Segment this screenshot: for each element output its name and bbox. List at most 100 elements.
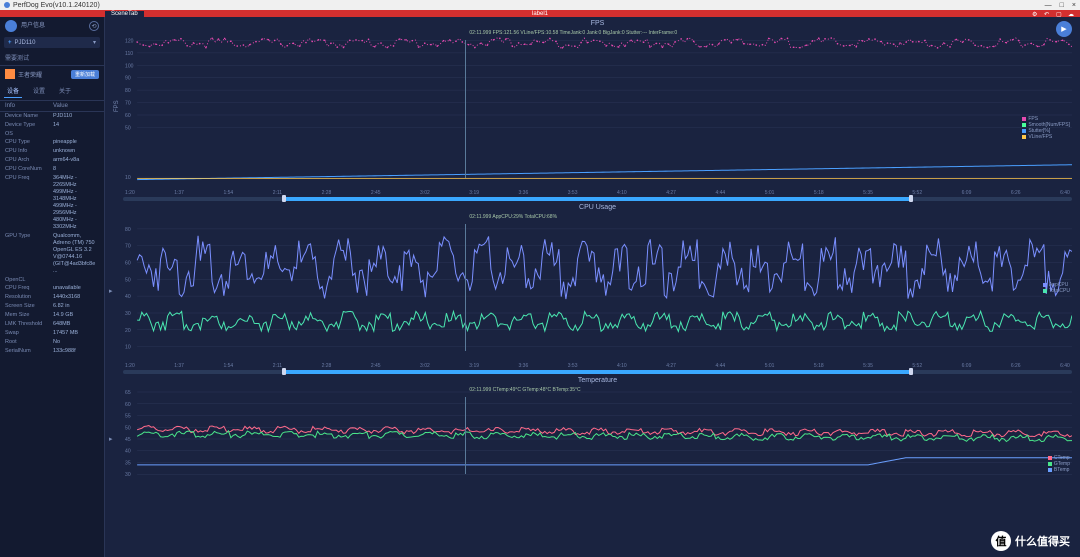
scene-tab[interactable]: SceneTab (105, 11, 144, 17)
info-item: Device Type14 (0, 121, 104, 130)
info-header-key: Info (5, 103, 53, 109)
titlebar: PerfDog Evo(v10.1.240120) — □ × (0, 0, 1080, 10)
temp-svg[interactable]: 3035404550556065 (123, 385, 1072, 486)
legend-dot (1022, 123, 1026, 127)
legend-dot (1043, 283, 1047, 287)
info-key: Resolution (5, 294, 53, 301)
watermark-text: 什么值得买 (1015, 533, 1070, 549)
svg-text:50: 50 (125, 277, 131, 283)
svg-text:10: 10 (125, 344, 131, 350)
maximize-button[interactable]: □ (1060, 2, 1064, 9)
fps-slider[interactable] (123, 197, 1072, 201)
info-key: Swap (5, 330, 53, 337)
expand-icon[interactable]: ▸ (109, 435, 113, 443)
svg-text:90: 90 (125, 76, 131, 82)
info-key: Device Name (5, 113, 53, 120)
info-key: CPU Freq (5, 175, 53, 231)
settings-icon[interactable]: ⚙ (1032, 11, 1040, 17)
legend-dot (1048, 468, 1052, 472)
info-key: CPU Type (5, 139, 53, 146)
tab-device[interactable]: 设备 (4, 84, 22, 98)
info-val: pineapple (53, 139, 99, 146)
legend-dot (1022, 129, 1026, 133)
cpu-cursor[interactable] (465, 224, 466, 351)
device-name: PJD110 (15, 40, 36, 46)
info-val: No (53, 339, 99, 346)
info-val: 17457 MB (53, 330, 99, 337)
tab-about[interactable]: 关于 (56, 84, 74, 98)
legend-dot (1048, 462, 1052, 466)
fps-cursor[interactable] (465, 40, 466, 178)
svg-text:50: 50 (125, 425, 131, 431)
info-key: CPU Freq (5, 285, 53, 292)
cpu-chart: CPU Usage ▸ 1020304050607080 02:11.999 A… (123, 203, 1072, 374)
info-key: CPU Info (5, 148, 53, 155)
info-key: OpenCL (5, 277, 53, 283)
avatar[interactable] (5, 20, 17, 32)
app-row[interactable]: 王者荣耀 重新加载 (0, 66, 104, 82)
info-item: CPU Frequnavailable (0, 284, 104, 293)
svg-text:70: 70 (125, 101, 131, 107)
svg-text:20: 20 (125, 327, 131, 333)
scene-bar: SceneTab label1 ⚙ ↶ ▢ ☁ (0, 10, 1080, 17)
info-key: OS (5, 131, 53, 137)
temp-legend: CTempGTempBTemp (1048, 455, 1070, 473)
svg-text:70: 70 (125, 243, 131, 249)
legend-item: TotalCPU (1043, 288, 1070, 294)
sidebar: 用户信息 ⟲ + PJD110 ▾ 需要测试 王者荣耀 重新加载 设备 设置 关… (0, 17, 105, 557)
scene-label: label1 (532, 11, 548, 17)
info-header-val: Value (53, 103, 68, 109)
info-item: SerialNum133c988f (0, 347, 104, 356)
watermark-icon: 值 (991, 531, 1011, 551)
cpu-xticks: 1:201:371:542:112:282:453:023:193:363:53… (123, 363, 1072, 369)
fps-xticks: 1:201:371:542:112:282:453:023:193:363:53… (123, 190, 1072, 196)
reload-badge[interactable]: 重新加载 (71, 70, 99, 79)
legend-item: VLine/FPS (1022, 134, 1070, 140)
sidebar-tabs: 设备 设置 关于 (0, 82, 104, 101)
temp-cursor[interactable] (465, 397, 466, 474)
info-item: Screen Size6.82 in (0, 302, 104, 311)
minimize-button[interactable]: — (1045, 2, 1052, 9)
legend-dot (1022, 135, 1026, 139)
fps-legend: FPSSmooth[Num/FPS]Stutter[%]VLine/FPS (1022, 116, 1070, 140)
info-val: unavailable (53, 285, 99, 292)
svg-text:45: 45 (125, 437, 131, 443)
svg-text:80: 80 (125, 88, 131, 94)
info-val: unknown (53, 148, 99, 155)
info-item: CPU Infounknown (0, 147, 104, 156)
svg-text:80: 80 (125, 226, 131, 232)
expand-icon[interactable]: ▸ (109, 287, 113, 295)
cpu-svg[interactable]: 1020304050607080 (123, 212, 1072, 363)
svg-text:30: 30 (125, 310, 131, 316)
tab-settings[interactable]: 设置 (30, 84, 48, 98)
fps-svg[interactable]: 105060708090100110120 (123, 28, 1072, 190)
device-selector[interactable]: + PJD110 ▾ (4, 37, 100, 48)
close-button[interactable]: × (1072, 2, 1076, 9)
plus-icon: + (8, 40, 12, 46)
chevron-down-icon: ▾ (93, 39, 96, 46)
app-game-icon (5, 69, 15, 79)
refresh-button[interactable]: ⟲ (89, 21, 99, 31)
info-item: Mem Size14.9 GB (0, 311, 104, 320)
svg-text:65: 65 (125, 390, 131, 396)
back-icon[interactable]: ↶ (1044, 11, 1052, 17)
folder-icon[interactable]: ▢ (1056, 11, 1064, 17)
legend-dot (1048, 456, 1052, 460)
info-item: OpenCL (0, 276, 104, 284)
info-key: CPU CoreNum (5, 166, 53, 173)
watermark: 值 什么值得买 (991, 531, 1070, 551)
info-item: RootNo (0, 338, 104, 347)
info-val (53, 277, 99, 283)
app-icon (4, 2, 10, 8)
info-key: Root (5, 339, 53, 346)
svg-text:40: 40 (125, 294, 131, 300)
info-val: 648MB (53, 321, 99, 328)
info-key: Screen Size (5, 303, 53, 310)
cloud-icon[interactable]: ☁ (1068, 11, 1076, 17)
info-header: Info Value (0, 101, 104, 112)
cpu-slider[interactable] (123, 370, 1072, 374)
svg-text:100: 100 (125, 63, 134, 69)
temp-chart: Temperature ▸ 3035404550556065 02:11.999… (123, 376, 1072, 486)
svg-text:40: 40 (125, 449, 131, 455)
legend-item: BTemp (1048, 467, 1070, 473)
